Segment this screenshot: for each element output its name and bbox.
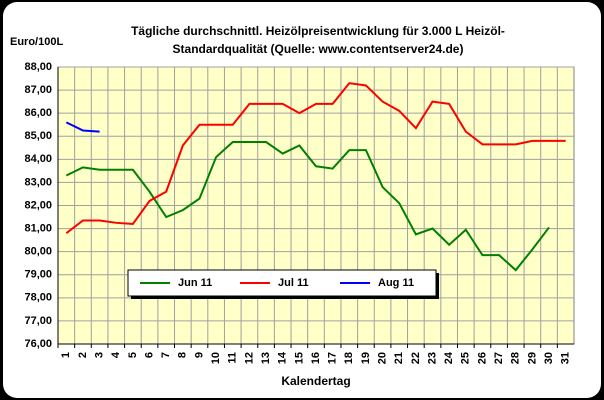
x-tick-label: 22 [410,352,422,364]
x-tick-label: 23 [426,352,438,364]
y-tick-label: 82,00 [24,199,52,211]
y-tick-label: 81,00 [24,222,52,234]
x-tick-label: 21 [393,352,405,364]
y-tick-label: 78,00 [24,292,52,304]
chart-title: Standardqualität (Quelle: www.contentser… [173,42,464,56]
legend-label: Aug 11 [378,277,414,289]
x-tick-label: 2 [77,352,89,358]
y-tick-label: 87,00 [24,84,52,96]
y-axis-label: Euro/100L [10,36,63,48]
x-tick-label: 20 [376,352,388,364]
x-tick-label: 7 [160,352,172,358]
x-tick-label: 28 [510,352,522,364]
x-tick-label: 17 [327,352,339,364]
x-tick-label: 30 [543,352,555,364]
x-tick-label: 18 [343,352,355,364]
x-tick-label: 26 [476,352,488,364]
x-tick-label: 11 [227,352,239,364]
y-tick-label: 77,00 [24,315,52,327]
y-tick-label: 85,00 [24,130,52,142]
legend [127,269,437,297]
x-tick-label: 1 [60,352,72,358]
x-tick-label: 19 [360,352,372,364]
x-tick-label: 4 [110,351,122,358]
series-line [65,121,100,133]
y-tick-label: 76,00 [24,338,52,350]
y-tick-label: 83,00 [24,176,52,188]
y-tick-label: 80,00 [24,246,52,258]
y-tick-label: 86,00 [24,107,52,119]
y-tick-label: 84,00 [24,153,52,165]
x-tick-label: 10 [210,352,222,364]
y-tick-label: 88,00 [24,61,52,73]
legend-label: Jun 11 [178,277,212,289]
x-tick-label: 25 [460,352,472,364]
x-tick-label: 31 [560,352,572,364]
x-axis-label: Kalendertag [281,374,350,388]
y-tick-label: 79,00 [24,269,52,281]
legend-label: Jul 11 [278,277,309,289]
x-tick-label: 16 [310,352,322,364]
x-tick-label: 13 [260,352,272,364]
x-tick-label: 12 [243,352,255,364]
chart-title: Tägliche durchschnittl. Heizölpreisentwi… [131,24,505,38]
x-tick-label: 14 [277,351,289,364]
x-tick-label: 5 [127,352,139,358]
x-tick-label: 24 [443,351,455,364]
series-line [65,141,550,272]
x-tick-label: 3 [94,352,106,358]
x-tick-label: 29 [526,352,538,364]
x-tick-label: 6 [143,352,155,358]
series-line [65,82,566,234]
x-tick-label: 9 [193,352,205,358]
x-tick-label: 27 [493,352,505,364]
x-tick-label: 8 [177,352,189,358]
x-tick-label: 15 [293,352,305,364]
